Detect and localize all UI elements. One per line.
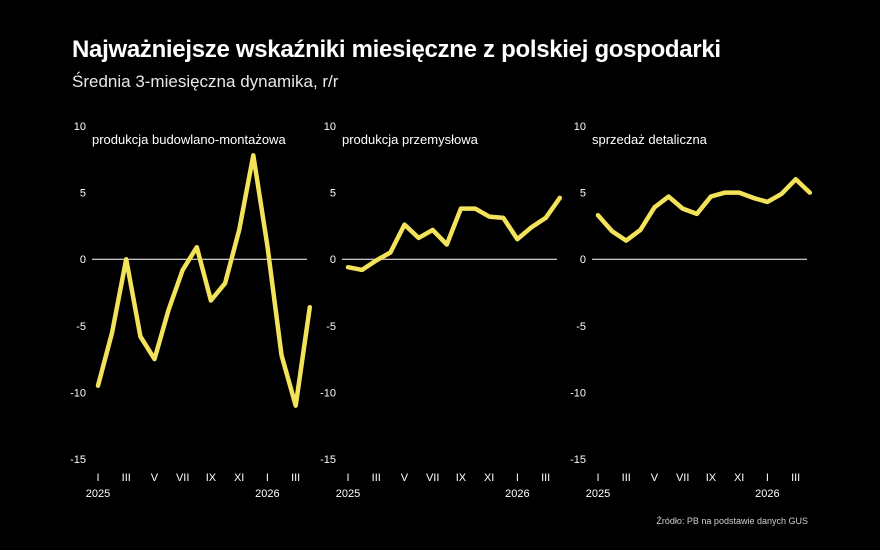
y-tick-label: 5 xyxy=(580,188,586,200)
y-tick-label: -15 xyxy=(570,454,586,466)
y-tick-label: 0 xyxy=(580,254,586,266)
year-label: 2025 xyxy=(586,488,610,500)
x-tick-label: III xyxy=(291,472,300,484)
year-label: 2025 xyxy=(86,488,110,500)
series-line xyxy=(345,195,563,273)
year-label: 2026 xyxy=(505,488,529,500)
x-tick-label: I xyxy=(516,472,519,484)
x-tick-label: I xyxy=(596,472,599,484)
x-tick-label: V xyxy=(651,472,659,484)
y-tick-label: -10 xyxy=(570,387,586,399)
page-subtitle: Średnia 3-miesięczna dynamika, r/r xyxy=(72,72,339,91)
y-tick-label: 5 xyxy=(330,188,336,200)
x-tick-label: V xyxy=(151,472,159,484)
y-tick-label: 0 xyxy=(80,254,86,266)
y-tick-label: 10 xyxy=(324,121,336,133)
y-tick-label: -5 xyxy=(576,321,586,333)
x-tick-label: I xyxy=(266,472,269,484)
series-line xyxy=(95,153,313,408)
x-tick-label: IX xyxy=(206,472,217,484)
x-tick-label: III xyxy=(622,472,631,484)
year-label: 2026 xyxy=(255,488,279,500)
panel-title: sprzedaż detaliczna xyxy=(592,132,708,147)
y-tick-label: 10 xyxy=(574,121,586,133)
x-tick-label: I xyxy=(766,472,769,484)
y-tick-label: -10 xyxy=(320,387,336,399)
series-line xyxy=(595,177,813,243)
x-tick-label: III xyxy=(372,472,381,484)
x-tick-label: III xyxy=(541,472,550,484)
x-tick-label: I xyxy=(96,472,99,484)
page-title: Najważniejsze wskaźniki miesięczne z pol… xyxy=(72,36,721,63)
x-tick-label: XI xyxy=(484,472,494,484)
year-label: 2026 xyxy=(755,488,779,500)
y-tick-label: -10 xyxy=(70,387,86,399)
y-tick-label: -5 xyxy=(76,321,86,333)
x-tick-label: XI xyxy=(734,472,744,484)
x-tick-label: III xyxy=(791,472,800,484)
y-tick-label: 5 xyxy=(80,188,86,200)
y-tick-label: -15 xyxy=(70,454,86,466)
y-tick-label: -15 xyxy=(320,454,336,466)
y-tick-label: -5 xyxy=(326,321,336,333)
x-tick-label: IX xyxy=(456,472,467,484)
y-tick-label: 10 xyxy=(74,121,86,133)
x-tick-label: XI xyxy=(234,472,244,484)
y-tick-label: 0 xyxy=(330,254,336,266)
x-tick-label: V xyxy=(401,472,409,484)
x-tick-label: VII xyxy=(676,472,689,484)
x-tick-label: VII xyxy=(426,472,439,484)
panel-title: produkcja przemysłowa xyxy=(342,132,479,147)
x-tick-label: VII xyxy=(176,472,189,484)
year-label: 2025 xyxy=(336,488,360,500)
x-tick-label: I xyxy=(346,472,349,484)
panel-title: produkcja budowlano-montażowa xyxy=(92,132,286,147)
x-tick-label: III xyxy=(122,472,131,484)
x-tick-label: IX xyxy=(706,472,717,484)
source-note: Źródło: PB na podstawie danych GUS xyxy=(656,516,808,526)
